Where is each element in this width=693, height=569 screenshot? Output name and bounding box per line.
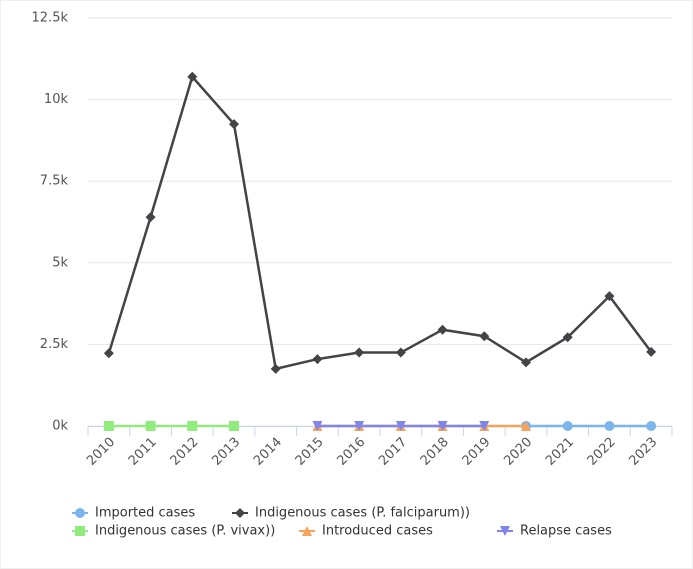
legend-label: Relapse cases [520, 524, 612, 539]
legend-label: Introduced cases [322, 524, 433, 539]
marker [604, 421, 615, 431]
marker [145, 421, 156, 431]
marker [646, 421, 657, 431]
legend-label: Indigenous cases (P. vivax)) [95, 524, 275, 539]
y-tick-label: 10k [44, 92, 69, 107]
marker [187, 421, 198, 431]
marker [187, 71, 198, 82]
marker [312, 421, 323, 431]
marker [437, 324, 448, 335]
marker [521, 357, 531, 368]
legend-marker [235, 508, 245, 518]
marker [354, 347, 365, 358]
legend-label: Imported cases [95, 506, 195, 521]
marker [646, 346, 657, 357]
marker [229, 421, 239, 431]
legend-marker [500, 526, 510, 536]
marker [521, 421, 531, 431]
series-line [107, 74, 653, 371]
y-tick-label: 12.5k [32, 11, 69, 26]
legend-marker [302, 526, 312, 536]
legend-marker [75, 526, 85, 536]
y-tick-label: 5k [52, 255, 68, 270]
marker [562, 421, 573, 431]
marker [312, 354, 323, 365]
y-tick-label: 7.5k [40, 174, 69, 189]
marker [437, 421, 448, 431]
marker [103, 421, 114, 431]
legend-label: Indigenous cases (P. falciparum)) [255, 506, 470, 521]
marker [479, 421, 490, 431]
legend-marker [75, 508, 85, 518]
marker [395, 347, 406, 358]
marker [145, 212, 156, 223]
marker [562, 332, 573, 343]
marker [103, 348, 114, 359]
marker [229, 119, 239, 130]
y-tick-label: 0k [52, 419, 68, 434]
marker [354, 421, 365, 431]
marker [395, 421, 406, 431]
marker [604, 291, 615, 302]
marker [479, 331, 490, 342]
marker [270, 363, 281, 374]
y-tick-label: 2.5k [40, 337, 69, 352]
